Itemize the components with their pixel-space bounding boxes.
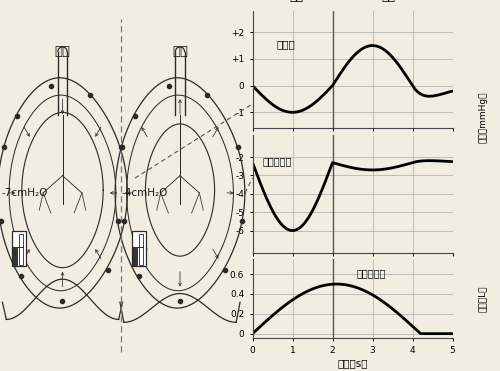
Text: 呼气: 呼气 <box>172 45 188 59</box>
Text: 呼吸气容积: 呼吸气容积 <box>356 268 386 278</box>
Text: 容积（L）: 容积（L） <box>478 285 487 312</box>
Bar <box>132 247 137 265</box>
X-axis label: 时间（s）: 时间（s） <box>337 358 368 368</box>
Text: 吸气: 吸气 <box>290 0 304 3</box>
Text: -4cmH₂O: -4cmH₂O <box>121 188 168 198</box>
Text: 压力（mmHg）: 压力（mmHg） <box>478 91 487 142</box>
Text: -7cmH₂O: -7cmH₂O <box>1 188 48 198</box>
Text: 胸膜腔内压: 胸膜腔内压 <box>262 156 292 166</box>
Bar <box>12 231 26 266</box>
Bar <box>132 231 146 266</box>
Bar <box>139 234 143 265</box>
Text: 吸气: 吸气 <box>54 45 70 59</box>
Bar <box>19 234 24 265</box>
Text: 呼气: 呼气 <box>382 0 396 3</box>
Text: 肺内压: 肺内压 <box>276 39 295 49</box>
Bar <box>12 247 17 265</box>
